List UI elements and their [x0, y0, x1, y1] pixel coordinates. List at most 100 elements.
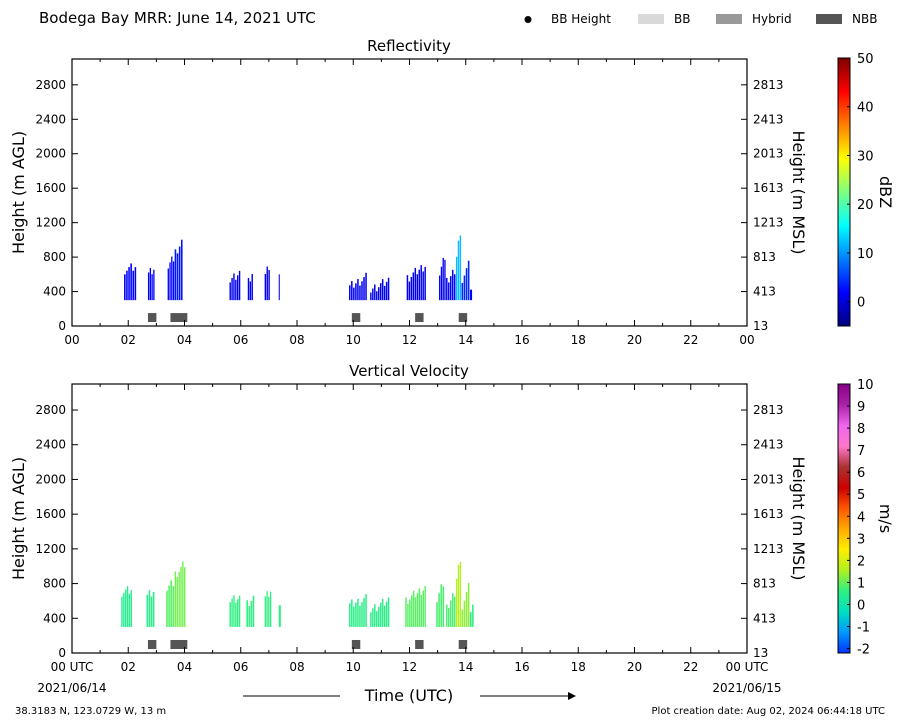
- echo-column: [172, 586, 175, 627]
- y-tick-label: 2800: [35, 78, 66, 92]
- x-tick-label: 14: [458, 333, 473, 347]
- echo-column: [385, 601, 388, 627]
- x-tick-label: 20: [627, 660, 642, 674]
- echo-column: [248, 606, 251, 627]
- echo-column: [446, 277, 448, 301]
- x-tick-label: 02: [121, 660, 136, 674]
- echo-column: [457, 564, 460, 627]
- echo-column: [407, 603, 409, 627]
- echo-column: [385, 281, 388, 301]
- y-tick-label: 2400: [35, 438, 66, 452]
- y-tick-label-right: 2413: [753, 112, 784, 126]
- colorbar-tick-label: -2: [857, 643, 870, 658]
- y-tick-label-right: 2013: [753, 472, 784, 486]
- echo-column: [463, 275, 466, 301]
- echo-column: [264, 596, 266, 627]
- echo-column: [420, 265, 422, 301]
- echo-column: [168, 585, 170, 627]
- echo-column: [414, 597, 417, 627]
- y-tick-label: 400: [43, 611, 66, 625]
- y-tick-label-right: 1213: [753, 542, 784, 556]
- echo-column: [147, 272, 150, 301]
- legend-label: Hybrid: [752, 12, 792, 26]
- x-tick-label: 00: [64, 333, 79, 347]
- echo-column: [372, 608, 374, 627]
- echo-column: [266, 266, 268, 301]
- echo-column: [171, 256, 173, 301]
- colorbar-tick-label: 5: [857, 488, 865, 503]
- x-tick-label: 08: [289, 660, 304, 674]
- echo-column: [455, 256, 458, 301]
- bright-band-marker: [415, 639, 424, 649]
- colorbar-tick-label: 9: [857, 400, 865, 415]
- y-tick-label: 1200: [35, 216, 66, 230]
- x-tick-label: 20: [627, 333, 642, 347]
- echo-column: [381, 279, 384, 301]
- echo-column: [351, 599, 353, 627]
- bright-band-marker: [351, 639, 361, 649]
- bright-band-marker: [170, 313, 188, 322]
- echo-column: [472, 604, 474, 627]
- bright-band-marker: [458, 639, 468, 649]
- echo-column: [235, 279, 237, 301]
- echo-column: [231, 277, 233, 301]
- bright-band-legend: BB Height BB Hybrid NBB: [524, 12, 877, 26]
- echo-column: [178, 246, 181, 301]
- echo-column: [353, 287, 355, 301]
- bright-band-marker: [415, 313, 424, 322]
- bright-band-marker: [351, 313, 361, 322]
- x-tick-label: 10: [346, 333, 361, 347]
- velocity-title: Vertical Velocity: [349, 362, 469, 380]
- echo-column: [233, 595, 235, 627]
- echo-column: [436, 602, 438, 627]
- y-tick-label: 800: [43, 250, 66, 264]
- echo-column: [416, 592, 419, 627]
- y-tick-label: 2000: [35, 147, 66, 161]
- echo-column: [370, 612, 372, 627]
- x-tick-label: 18: [571, 660, 586, 674]
- echo-column: [465, 268, 468, 301]
- echo-column: [405, 597, 407, 627]
- y-axis-label-right: Height (m MSL): [789, 130, 808, 254]
- echo-column: [411, 595, 413, 627]
- echo-column: [359, 285, 361, 301]
- colorbar-tick-label: 7: [857, 444, 865, 459]
- y-tick-label-right: 813: [753, 250, 776, 264]
- echo-column: [124, 274, 126, 301]
- echo-column: [238, 270, 241, 301]
- echo-column: [237, 599, 239, 627]
- echo-column: [469, 612, 472, 627]
- echo-column: [363, 277, 365, 301]
- echo-column: [418, 588, 421, 627]
- colorbar-tick-label: 20: [857, 198, 874, 213]
- echo-column: [455, 578, 458, 627]
- y-tick-label-right: 813: [753, 577, 776, 591]
- legend-swatch: [716, 14, 742, 24]
- x-tick-label: 12: [402, 333, 417, 347]
- echo-column: [457, 240, 460, 301]
- echo-column: [180, 566, 182, 627]
- echo-column: [351, 281, 353, 301]
- y-tick-label: 1600: [35, 181, 66, 195]
- x-tick-label: 04: [177, 660, 192, 674]
- echo-column: [278, 605, 281, 627]
- echo-column: [128, 267, 130, 301]
- legend-label: BB: [674, 12, 690, 26]
- end-date: 2021/06/15: [712, 681, 781, 695]
- x-tick-label: 00 UTC: [726, 660, 769, 674]
- echo-column: [416, 274, 419, 301]
- y-tick-label-right: 13: [753, 646, 768, 660]
- echo-column: [361, 281, 363, 301]
- echo-column: [418, 269, 420, 301]
- y-axis-label: Height (m AGL): [9, 457, 28, 580]
- y-tick-label-right: 2013: [753, 147, 784, 161]
- x-tick-label: 06: [233, 333, 248, 347]
- echo-column: [130, 263, 132, 301]
- y-tick-label: 1600: [35, 507, 66, 521]
- echo-column: [149, 267, 152, 301]
- echo-column: [174, 571, 177, 627]
- echo-column: [374, 604, 376, 627]
- echo-column: [247, 277, 250, 301]
- y-tick-label-right: 2413: [753, 438, 784, 452]
